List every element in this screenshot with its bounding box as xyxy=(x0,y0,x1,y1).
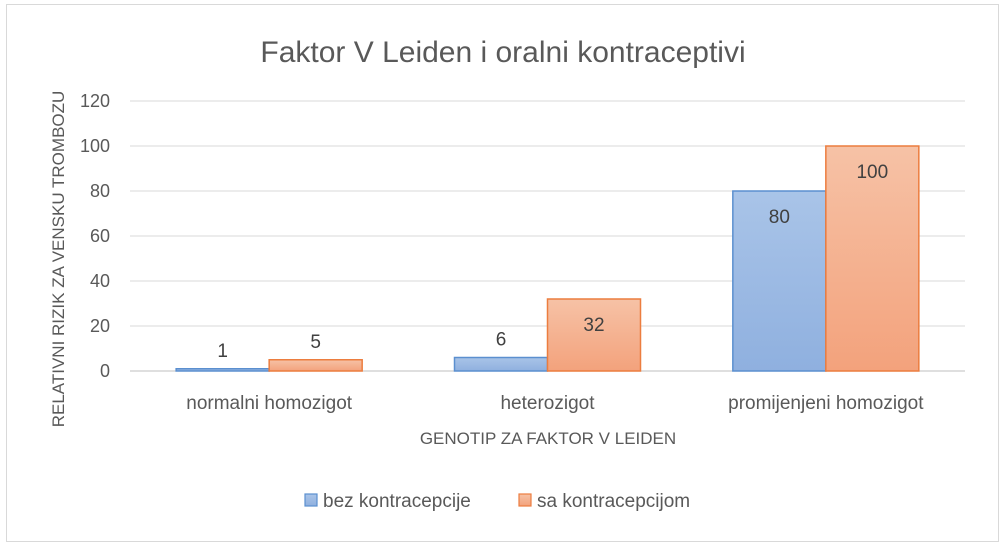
x-category-label: promijenjeni homozigot xyxy=(728,393,924,414)
y-axis-ticks: 0 20 40 60 80 100 120 xyxy=(80,91,110,381)
y-tick-label: 0 xyxy=(100,361,110,381)
data-label: 5 xyxy=(310,332,321,353)
chart-title: Faktor V Leiden i oralni kontraceptivi xyxy=(260,36,745,69)
legend-swatch xyxy=(304,493,318,507)
data-label: 1 xyxy=(217,341,228,362)
legend-label: bez kontracepcije xyxy=(323,491,471,512)
y-tick-label: 80 xyxy=(90,181,110,201)
bars xyxy=(175,145,920,372)
bar-sa-2 xyxy=(825,145,920,372)
x-axis-title: GENOTIP ZA FAKTOR V LEIDEN xyxy=(420,429,676,448)
y-tick-label: 60 xyxy=(90,226,110,246)
legend-swatch xyxy=(518,493,532,507)
x-category-label: heterozigot xyxy=(500,393,595,414)
y-tick-label: 40 xyxy=(90,271,110,291)
y-tick-label: 20 xyxy=(90,316,110,336)
data-label: 80 xyxy=(769,207,790,228)
legend-label: sa kontracepcijom xyxy=(537,491,690,512)
data-label: 32 xyxy=(583,315,604,336)
bar-sa-1 xyxy=(546,298,642,372)
bar-bez-1 xyxy=(453,356,549,372)
y-tick-label: 120 xyxy=(80,91,110,111)
x-axis-categories: normalni homozigot heterozigot promijenjen… xyxy=(186,393,924,414)
data-label: 6 xyxy=(496,330,507,351)
data-label: 100 xyxy=(856,162,888,183)
bar-sa-0 xyxy=(268,359,363,372)
data-labels: 1 5 6 32 80 100 xyxy=(217,162,888,362)
x-category-label: normalni homozigot xyxy=(186,393,353,414)
y-tick-label: 100 xyxy=(80,136,110,156)
legend: bez kontracepcije sa kontracepcijom xyxy=(304,491,690,512)
bar-bez-0 xyxy=(175,368,270,372)
y-axis-title: RELATIVNI RIZIK ZA VENSKU TROMBOZU xyxy=(49,91,68,428)
